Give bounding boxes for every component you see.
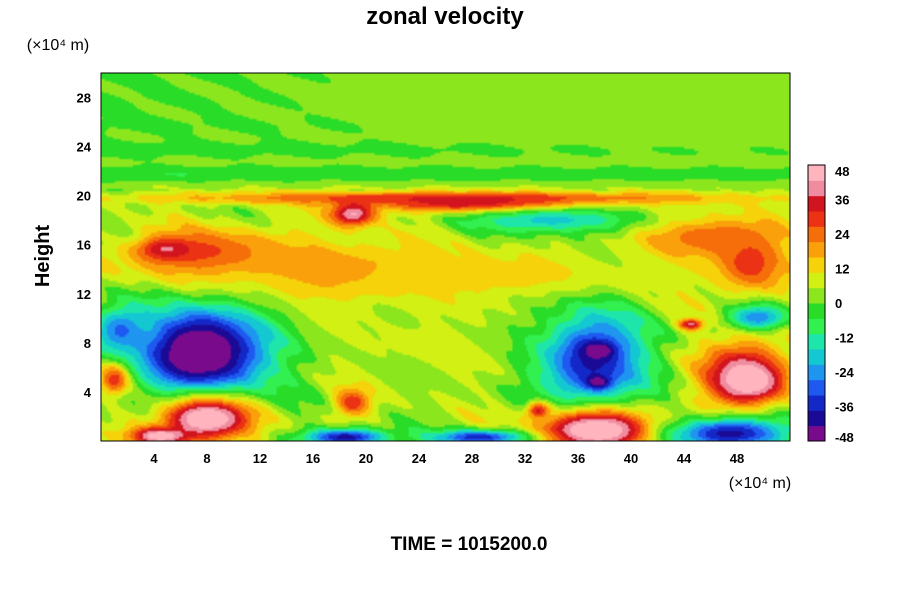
chart-title: zonal velocity	[366, 3, 524, 30]
y-axis-label: Height	[32, 225, 54, 288]
x-tick-label: 32	[518, 451, 532, 466]
colorbar-tick-label: 12	[835, 262, 849, 277]
x-tick-label: 4	[150, 451, 158, 466]
x-axis-units: (×10⁴ m)	[729, 475, 791, 492]
x-tick-label: 8	[203, 451, 210, 466]
x-tick-label: 40	[624, 451, 638, 466]
y-axis-units: (×10⁴ m)	[27, 37, 89, 54]
colorbar-tick-label: 0	[835, 296, 842, 311]
colorbar-swatch	[808, 395, 825, 411]
heatmap-field	[101, 73, 790, 441]
colorbar-swatch	[808, 303, 825, 319]
colorbar-tick-label: 24	[835, 227, 850, 242]
colorbar-swatch	[808, 379, 825, 396]
y-tick-label: 12	[77, 287, 91, 302]
x-tick-label: 12	[253, 451, 267, 466]
y-tick-label: 20	[77, 189, 91, 204]
colorbar-frame	[807, 164, 826, 442]
colorbar-swatch	[808, 425, 825, 442]
x-tick-label: 44	[677, 451, 692, 466]
plot-area	[100, 72, 791, 442]
x-tick-label: 36	[571, 451, 585, 466]
colorbar-tick-label: -24	[835, 365, 855, 380]
colorbar-swatch	[808, 364, 825, 381]
x-tick-label: 28	[465, 451, 479, 466]
x-tick-label: 20	[359, 451, 373, 466]
x-axis-ticks: 4 8 12 16 20 24 28 32 36 40 44 48	[150, 451, 744, 466]
colorbar-swatch	[808, 257, 825, 273]
colorbar-swatch	[808, 318, 825, 335]
colorbar-swatch	[808, 211, 825, 227]
colorbar-swatch	[808, 333, 825, 350]
colorbar-swatches	[808, 165, 825, 442]
colorbar-ticks: 48 36 24 12 0 -12 -24 -36 -48	[835, 164, 855, 445]
y-tick-label: 16	[77, 238, 91, 253]
colorbar-swatch	[808, 226, 825, 243]
colorbar-swatch	[808, 180, 825, 197]
y-tick-label: 24	[77, 140, 92, 155]
colorbar-swatch	[808, 349, 825, 365]
colorbar-swatch	[808, 287, 825, 304]
colorbar-swatch	[808, 241, 825, 258]
x-tick-label: 24	[412, 451, 427, 466]
colorbar-swatch	[808, 195, 825, 212]
colorbar: 48 36 24 12 0 -12 -24 -36 -48	[807, 164, 855, 445]
time-label: TIME = 1015200.0	[391, 534, 548, 555]
x-tick-label: 48	[730, 451, 744, 466]
colorbar-tick-label: -12	[835, 331, 854, 346]
plot-frame	[100, 72, 791, 442]
y-tick-label: 28	[77, 91, 91, 106]
x-tick-label: 16	[306, 451, 320, 466]
y-tick-label: 4	[84, 385, 92, 400]
colorbar-swatch	[808, 272, 825, 289]
colorbar-tick-label: -48	[835, 430, 854, 445]
colorbar-swatch	[808, 165, 825, 181]
colorbar-swatch	[808, 410, 825, 427]
y-tick-label: 8	[84, 336, 91, 351]
colorbar-tick-label: -36	[835, 400, 854, 415]
y-axis-ticks: 4 8 12 16 20 24 28	[77, 91, 92, 400]
colorbar-tick-label: 48	[835, 164, 849, 179]
colorbar-tick-label: 36	[835, 193, 849, 208]
